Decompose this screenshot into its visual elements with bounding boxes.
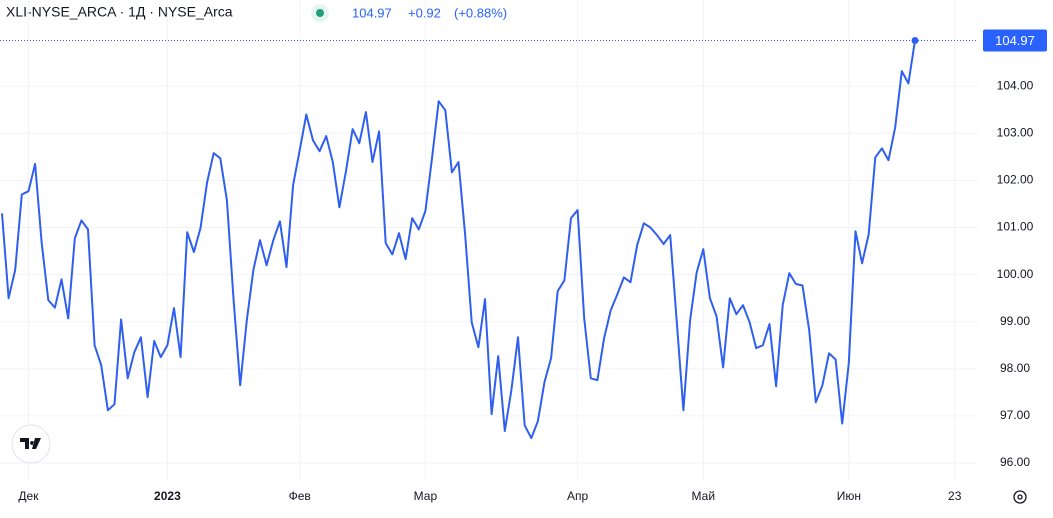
price-line: [1, 40, 916, 440]
y-tick-label: 101.00: [997, 220, 1034, 234]
x-tick-label: Май: [692, 489, 716, 503]
logo-mark: [20, 438, 41, 449]
last-price-badge: [983, 29, 1047, 52]
y-tick-label: 102.00: [997, 173, 1034, 187]
y-tick-label: 104.00: [997, 78, 1034, 92]
x-tick-label: 2023: [154, 489, 181, 503]
y-tick-label: 103.00: [997, 125, 1034, 139]
x-tick-label: 23: [948, 489, 962, 503]
x-tick-label: Дек: [18, 489, 39, 503]
gear-outer: [1013, 490, 1027, 504]
status-dot: [316, 9, 324, 17]
logo[interactable]: [11, 424, 51, 464]
axes: 96.00 97.00 98.00 99.00 100.00 101.00 102.00 10…: [18, 29, 1047, 503]
header-change-pct: (+0.88%): [454, 5, 507, 20]
y-tick-label: 96.00: [1000, 455, 1030, 469]
x-tick-label: Апр: [567, 489, 589, 503]
y-tick-label: 99.00: [1000, 314, 1030, 328]
x-tick-label: Фев: [289, 489, 311, 503]
grid: [0, 0, 978, 480]
header-price: 104.97: [352, 5, 392, 20]
y-tick-label: 97.00: [1000, 408, 1030, 422]
y-tick-label: 100.00: [997, 267, 1034, 281]
header: XLI-NYSE_ARCA · 1Д · NYSE_Arca 104.97 +0…: [6, 4, 507, 22]
header-change: +0.92: [408, 5, 441, 20]
last-price-label: 104.97: [995, 33, 1035, 48]
x-tick-label: Мар: [414, 489, 438, 503]
symbol-title: XLI-NYSE_ARCA · 1Д · NYSE_Arca: [6, 4, 233, 20]
settings-button[interactable]: [1013, 490, 1027, 504]
y-tick-label: 98.00: [1000, 361, 1030, 375]
gear-inner: [1017, 494, 1023, 500]
plot: [0, 37, 978, 440]
x-tick-label: Июн: [837, 489, 861, 503]
